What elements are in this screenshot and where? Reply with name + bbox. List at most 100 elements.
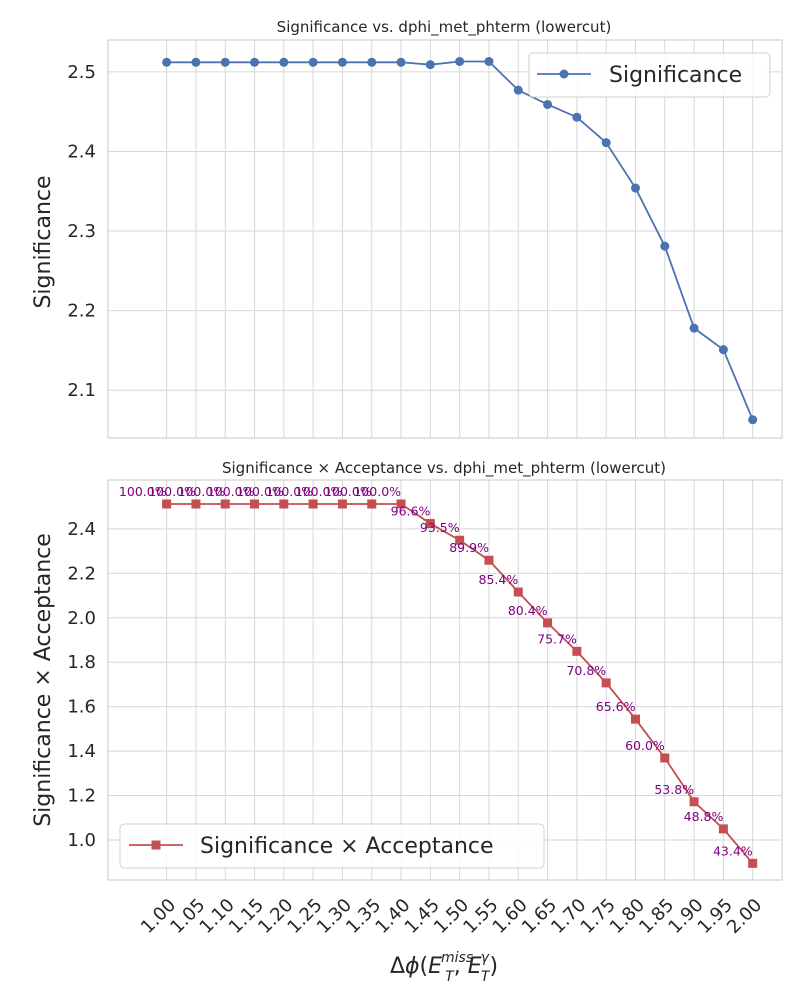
bottom-chart-title: Significance × Acceptance vs. dphi_met_p…	[222, 459, 666, 478]
data-point	[162, 57, 172, 67]
acceptance-label: 60.0%	[625, 738, 665, 753]
top-legend-marker	[559, 69, 569, 79]
data-point	[455, 56, 465, 66]
data-point	[630, 183, 640, 193]
acceptance-label: 70.8%	[566, 663, 606, 678]
data-point	[425, 60, 435, 70]
y-tick-label: 2.4	[67, 519, 96, 540]
data-point	[748, 415, 758, 425]
data-point	[191, 57, 201, 67]
data-point	[543, 99, 553, 109]
acceptance-label: 100.0%	[178, 484, 226, 499]
data-point	[601, 138, 611, 148]
y-tick-label: 2.5	[67, 62, 96, 83]
top-legend-box	[528, 52, 771, 98]
data-point	[513, 85, 523, 95]
acceptance-label: 65.6%	[596, 699, 636, 714]
y-tick-label: 2.4	[67, 141, 96, 162]
bottom-legend-marker	[151, 840, 161, 850]
top-y-ticks: 2.1 2.2 2.3 2.4 2.5	[67, 62, 96, 401]
data-point	[484, 56, 494, 66]
data-point	[660, 241, 670, 251]
top-legend-label: Significance	[609, 63, 742, 88]
acceptance-label: 89.9%	[449, 540, 489, 555]
data-point	[601, 678, 611, 688]
data-point	[191, 499, 201, 509]
y-tick-label: 1.2	[67, 786, 96, 807]
acceptance-label: 80.4%	[508, 603, 548, 618]
acceptance-label: 100.0%	[207, 484, 255, 499]
top-series-markers	[162, 56, 758, 425]
data-point	[308, 499, 318, 509]
bottom-legend-box	[119, 823, 545, 869]
top-chart-title: Significance vs. dphi_met_phterm (lowerc…	[277, 18, 612, 37]
acceptance-label: 85.4%	[479, 572, 519, 587]
data-point	[396, 57, 406, 67]
acceptance-label: 100.0%	[324, 484, 372, 499]
data-point	[630, 714, 640, 724]
bottom-plot-area	[107, 479, 783, 881]
acceptance-label: 53.8%	[654, 782, 694, 797]
y-tick-label: 2.2	[67, 563, 96, 584]
data-point	[367, 499, 377, 509]
acceptance-label: 93.5%	[420, 520, 460, 535]
top-plot-area	[107, 39, 783, 439]
y-tick-label: 2.2	[67, 301, 96, 322]
acceptance-label: 100.0%	[295, 484, 343, 499]
bottom-panel: Significance × Acceptance vs. dphi_met_p…	[31, 459, 783, 985]
data-point	[484, 555, 494, 565]
x-tick-label: 2.00	[723, 895, 766, 938]
data-point	[250, 499, 260, 509]
y-tick-label: 1.0	[67, 830, 96, 851]
data-point	[308, 57, 318, 67]
data-point	[396, 499, 406, 509]
data-point	[220, 57, 230, 67]
acceptance-label: 75.7%	[537, 631, 577, 646]
bottom-legend-label: Significance × Acceptance	[200, 834, 494, 859]
bottom-legend: Significance × Acceptance	[119, 823, 545, 869]
y-tick-label: 2.3	[67, 221, 96, 242]
data-point	[455, 535, 465, 545]
y-tick-label: 1.8	[67, 652, 96, 673]
acceptance-label: 43.4%	[713, 843, 753, 858]
top-grid	[108, 40, 782, 438]
data-point	[689, 797, 699, 807]
acceptance-label: 100.0%	[265, 484, 313, 499]
data-point	[543, 618, 553, 628]
data-point	[425, 519, 435, 529]
acceptance-label: 100.0%	[148, 484, 196, 499]
data-point	[220, 499, 230, 509]
data-point	[367, 57, 377, 67]
acceptance-label: 100.0%	[353, 484, 401, 499]
data-point	[689, 323, 699, 333]
data-point	[279, 499, 289, 509]
data-point	[718, 824, 728, 834]
top-y-axis-label: Significance	[31, 175, 56, 308]
acceptance-label: 48.8%	[684, 809, 724, 824]
data-point	[279, 57, 289, 67]
data-point	[337, 57, 347, 67]
data-point	[162, 499, 172, 509]
acceptance-label: 100.0%	[236, 484, 284, 499]
data-point	[513, 587, 523, 597]
top-legend: Significance	[528, 52, 771, 98]
acceptance-label: 96.6%	[391, 504, 431, 519]
bottom-series-markers	[162, 499, 758, 868]
data-point	[718, 345, 728, 355]
bottom-y-ticks: 1.0 1.2 1.4 1.6 1.8 2.0 2.2 2.4	[67, 519, 96, 851]
bottom-x-ticks: 1.001.051.101.151.201.251.301.351.401.45…	[137, 895, 766, 938]
y-tick-label: 2.0	[67, 608, 96, 629]
top-panel: Significance vs. dphi_met_phterm (lowerc…	[31, 18, 783, 439]
bottom-point-labels: 100.0%100.0%100.0%100.0%100.0%100.0%100.…	[119, 484, 753, 858]
data-point	[748, 858, 758, 868]
data-point	[572, 646, 582, 656]
data-point	[660, 753, 670, 763]
y-tick-label: 1.6	[67, 697, 96, 718]
bottom-y-axis-label: Significance × Acceptance	[31, 533, 56, 827]
data-point	[250, 57, 260, 67]
data-point	[572, 112, 582, 122]
acceptance-label: 100.0%	[119, 484, 167, 499]
data-point	[337, 499, 347, 509]
bottom-x-axis-label: Δϕ(Emiss T, Eγ T)	[390, 950, 498, 985]
